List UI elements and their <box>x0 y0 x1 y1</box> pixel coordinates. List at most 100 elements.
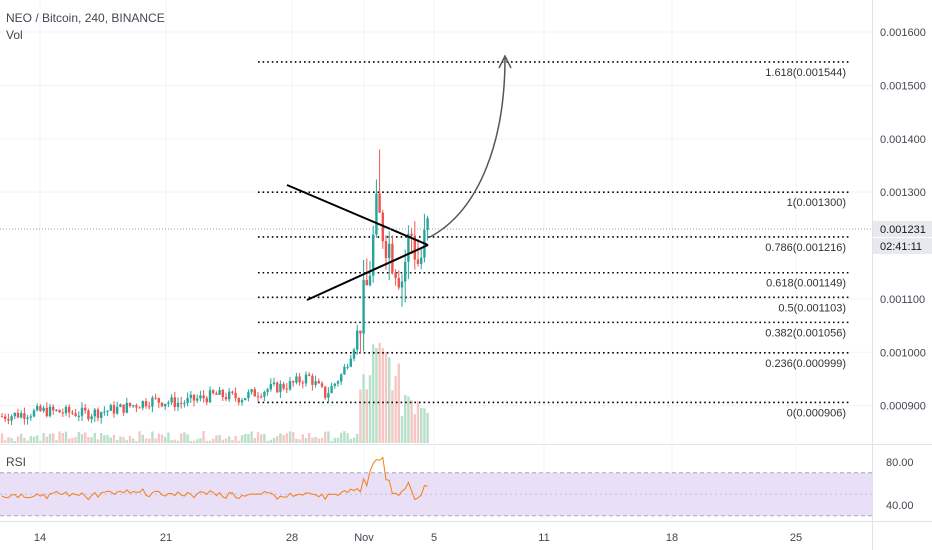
candle-body-57 <box>183 403 186 405</box>
candle-body-103 <box>330 385 333 394</box>
candle-body-129 <box>413 235 416 260</box>
volume-bar-77 <box>247 434 250 443</box>
candle-body-73 <box>234 392 237 399</box>
volume-bar-66 <box>212 438 215 443</box>
volume-bar-116 <box>372 344 375 443</box>
volume-bar-39 <box>125 440 128 443</box>
candle-body-84 <box>269 383 272 390</box>
price-tick-3: 0.001300 <box>880 187 926 199</box>
volume-bar-6 <box>20 433 23 443</box>
volume-bar-79 <box>253 437 256 443</box>
fib-label-7: 0(0.000906) <box>787 407 846 419</box>
candle-body-2 <box>7 418 10 421</box>
candle-body-110 <box>352 349 356 359</box>
volume-bar-110 <box>352 437 356 443</box>
candle-body-77 <box>247 392 250 399</box>
volume-bar-42 <box>135 440 138 443</box>
grid <box>0 0 872 520</box>
volume-bar-8 <box>26 440 29 443</box>
volume-bar-38 <box>122 437 125 443</box>
volume-bar-111 <box>356 433 359 443</box>
triangle-upper-line <box>286 184 429 246</box>
volume-bar-56 <box>180 433 183 443</box>
candle-body-99 <box>317 381 320 384</box>
candle-body-101 <box>324 386 327 398</box>
candle-body-75 <box>240 400 244 403</box>
volume-bar-1 <box>4 440 7 443</box>
volume-bar-117 <box>375 347 378 443</box>
candle-body-33 <box>106 410 109 412</box>
candle-body-53 <box>170 397 173 403</box>
candle-body-54 <box>173 397 176 407</box>
volume-bar-93 <box>298 439 301 443</box>
candle-body-130 <box>416 259 420 264</box>
volume-bar-18 <box>58 431 61 443</box>
candle-body-15 <box>48 406 52 417</box>
candle-body-106 <box>340 374 343 382</box>
volume-bar-69 <box>221 439 224 443</box>
candle-body-41 <box>132 405 135 407</box>
volume-bar-125 <box>400 416 404 443</box>
candle-body-27 <box>87 410 90 420</box>
volume-bar-27 <box>87 436 90 443</box>
volume-bar-49 <box>157 433 160 443</box>
candle-body-124 <box>397 278 400 288</box>
fib-label-0: 1.618(0.001544) <box>765 67 846 79</box>
volume-bar-0 <box>0 433 4 443</box>
volume-bar-28 <box>90 437 93 443</box>
last-price-tag-bg <box>873 220 932 237</box>
time-tick-6: 18 <box>666 532 678 544</box>
volume-bar-114 <box>365 389 368 443</box>
candle-body-25 <box>80 407 84 416</box>
volume-bar-10 <box>32 436 36 443</box>
volume-bar-96 <box>308 433 311 443</box>
price-tick-2: 0.001400 <box>880 134 926 146</box>
volume-bar-120 <box>384 351 388 443</box>
volume-bar-3 <box>10 438 13 443</box>
candle-body-113 <box>362 279 365 334</box>
volume-bar-55 <box>176 440 180 443</box>
volume-bar-32 <box>103 435 106 443</box>
time-tick-1: 21 <box>160 532 172 544</box>
candle-body-72 <box>231 391 234 393</box>
candle-body-98 <box>314 381 317 385</box>
volume-bar-29 <box>93 433 96 443</box>
candle-body-26 <box>84 407 87 411</box>
volume-label[interactable]: Vol <box>6 28 23 42</box>
volume-bar-35 <box>112 434 116 443</box>
volume-bar-105 <box>336 437 340 443</box>
volume-bar-133 <box>426 413 429 443</box>
volume-bar-22 <box>71 437 74 443</box>
volume-bar-104 <box>333 437 336 443</box>
candle-body-119 <box>381 212 384 242</box>
candle-body-82 <box>263 391 266 397</box>
candle-body-43 <box>138 407 141 409</box>
candle-body-100 <box>320 383 324 387</box>
volume-bar-68 <box>218 434 221 443</box>
candle-body-38 <box>122 404 125 413</box>
candle-body-66 <box>212 390 215 394</box>
candle-body-34 <box>109 405 112 411</box>
candle-body-116 <box>372 234 375 276</box>
triangle-pattern-drawing[interactable] <box>286 54 512 301</box>
volume-bar-103 <box>330 440 333 443</box>
symbol-title[interactable]: NEO / Bitcoin, 240, BINANCE <box>6 11 165 25</box>
volume-bar-127 <box>407 396 410 443</box>
fibonacci-retracement[interactable]: 1.618(0.001544) 1(0.001300) 0.786(0.001216… <box>258 61 850 420</box>
volume-bar-99 <box>317 438 320 443</box>
rsi-label[interactable]: RSI <box>6 455 27 469</box>
candle-body-85 <box>272 382 276 384</box>
candle-body-23 <box>74 413 77 417</box>
candle-body-115 <box>368 275 372 286</box>
volume-bar-81 <box>260 434 263 443</box>
candle-body-16 <box>52 406 55 411</box>
time-tick-3: Nov <box>354 532 374 544</box>
price-tick-4: 0.001100 <box>880 294 925 306</box>
volume-bar-33 <box>106 435 109 443</box>
candle-body-126 <box>404 261 407 282</box>
candle-body-56 <box>180 402 183 404</box>
fib-label-2: 0.786(0.001216) <box>765 242 846 254</box>
candle-body-55 <box>176 402 180 407</box>
